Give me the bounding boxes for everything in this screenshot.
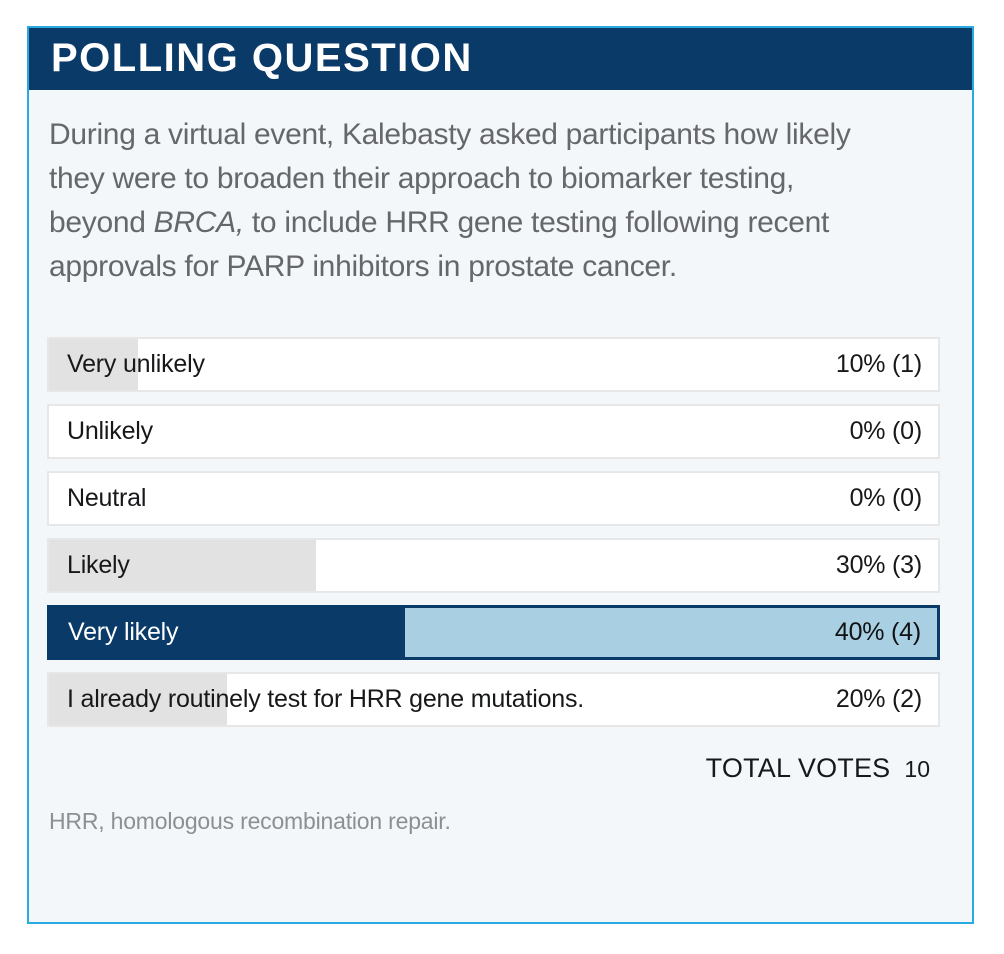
option-bar-fill	[49, 540, 316, 591]
option-value: 30% (3)	[835, 551, 922, 579]
option-value: 20% (2)	[835, 685, 922, 713]
poll-option-row: Neutral 0% (0)	[47, 471, 940, 526]
option-label: I already routinely test for HRR gene mu…	[67, 685, 585, 713]
panel-title: POLLING QUESTION	[51, 35, 473, 80]
option-bar-fill	[50, 608, 405, 657]
option-value: 0% (0)	[849, 417, 923, 445]
question-text: During a virtual event, Kalebasty asked …	[49, 113, 871, 289]
option-bar-fill	[49, 674, 227, 725]
total-votes-label: TOTAL VOTES	[705, 753, 891, 783]
total-votes-row: TOTAL VOTES 10	[29, 753, 930, 784]
option-label: Neutral	[67, 484, 147, 512]
option-label: Very likely	[68, 618, 179, 646]
polling-panel: POLLING QUESTION During a virtual event,…	[27, 26, 974, 924]
poll-option-row: Very unlikely 10% (1)	[47, 337, 940, 392]
poll-option-row: Likely 30% (3)	[47, 538, 940, 593]
option-label: Unlikely	[67, 417, 153, 445]
panel-header: POLLING QUESTION	[29, 28, 972, 90]
footnote: HRR, homologous recombination repair.	[49, 808, 451, 834]
question-part1: During a virtual event, Kalebasty asked …	[49, 118, 851, 239]
poll-option-row: Unlikely 0% (0)	[47, 404, 940, 459]
option-label: Very unlikely	[67, 350, 205, 378]
option-label: Likely	[67, 551, 130, 579]
option-value: 0% (0)	[849, 484, 923, 512]
question-part2: to include HRR gene testing following re…	[49, 206, 830, 283]
option-value: 40% (4)	[834, 618, 921, 646]
poll-option-row: Very likely 40% (4)	[47, 605, 940, 660]
option-bar-fill	[49, 339, 138, 390]
option-value: 10% (1)	[835, 350, 922, 378]
poll-option-row: I already routinely test for HRR gene mu…	[47, 672, 940, 727]
poll-options-list: Very unlikely 10% (1) Unlikely 0% (0) Ne…	[47, 337, 940, 727]
question-italic-brca: BRCA,	[153, 206, 244, 239]
total-votes-value: 10	[904, 756, 930, 782]
